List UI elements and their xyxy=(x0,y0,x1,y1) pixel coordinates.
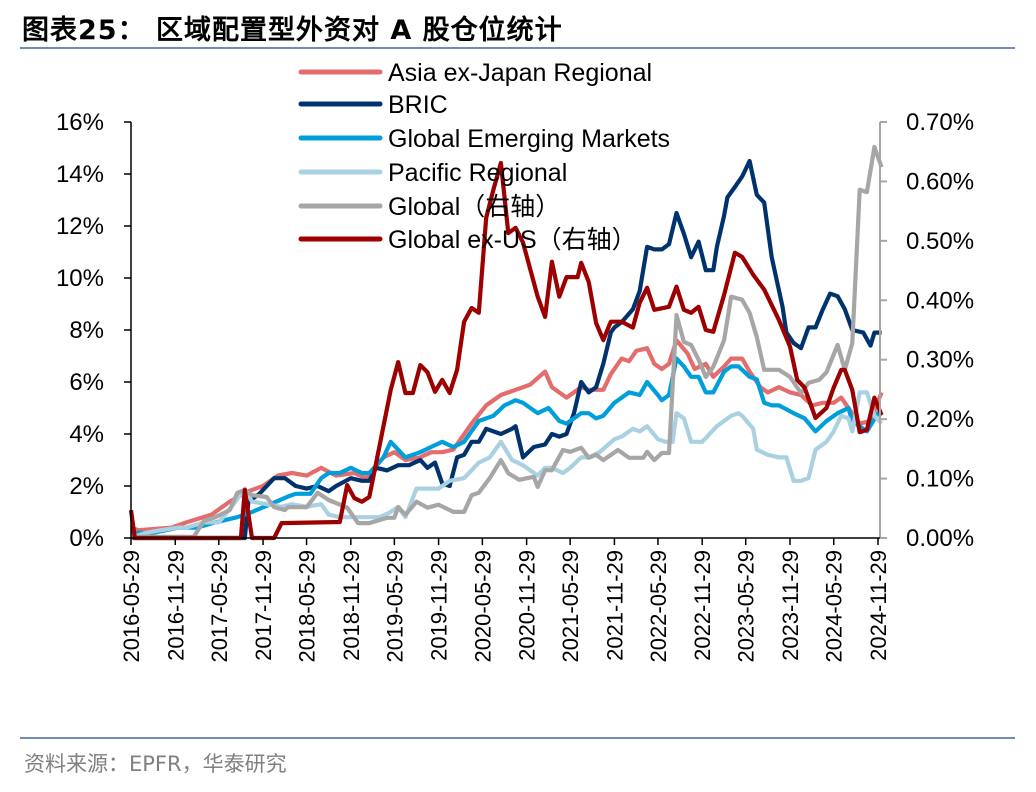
x-tick-label: 2023-05-29 xyxy=(734,550,759,663)
left-tick-label: 4% xyxy=(69,421,104,448)
right-tick-label: 0.20% xyxy=(906,406,974,433)
legend-label: Pacific Regional xyxy=(388,159,567,187)
left-tick-label: 0% xyxy=(69,525,104,552)
axes-layer: 0% 2% 4% 6% 8% 10% 12% 14% 16% 0.00% 0.10% 0.20% 0.3… xyxy=(56,109,974,663)
x-tick-label: 2020-05-29 xyxy=(470,550,495,663)
x-tick-label: 2022-05-29 xyxy=(646,550,671,663)
x-tick-label: 2018-05-29 xyxy=(295,550,320,663)
legend: Asia ex-Japan Regional BRIC Global Emergin… xyxy=(298,59,670,254)
series-line-global xyxy=(131,144,884,539)
series-layer xyxy=(128,144,884,541)
x-tick-label: 2019-11-29 xyxy=(427,550,452,661)
legend-label: BRIC xyxy=(388,91,448,119)
left-tick-label: 12% xyxy=(56,213,104,240)
left-tick-label: 14% xyxy=(56,161,104,188)
x-tick-label: 2021-05-29 xyxy=(558,550,583,663)
right-tick-label: 0.10% xyxy=(906,466,974,493)
right-tick-label: 0.40% xyxy=(906,287,974,314)
right-tick-label: 0.50% xyxy=(906,228,974,255)
x-tick-label: 2017-11-29 xyxy=(251,550,276,661)
left-tick-label: 16% xyxy=(56,109,104,136)
x-tick-label: 2016-11-29 xyxy=(163,550,188,661)
x-tick-label: 2016-05-29 xyxy=(119,550,144,663)
legend-label: Global（右轴） xyxy=(388,193,560,221)
x-tick-label: 2017-05-29 xyxy=(207,550,232,663)
source-note: 资料来源：EPFR，华泰研究 xyxy=(24,752,287,776)
left-tick-label: 8% xyxy=(69,317,104,344)
title-divider xyxy=(20,47,1015,49)
right-tick-label: 0.30% xyxy=(906,347,974,374)
x-tick-label: 2024-05-29 xyxy=(822,550,847,663)
x-tick-label: 2018-11-29 xyxy=(339,550,364,661)
figure-title: 图表25： 区域配置型外资对 A 股仓位统计 xyxy=(22,15,563,46)
left-tick-label: 10% xyxy=(56,265,104,292)
x-tick-label: 2023-11-29 xyxy=(778,550,803,661)
legend-label: Global ex-US（右轴） xyxy=(388,226,637,254)
source-divider xyxy=(20,737,1015,739)
x-tick-label: 2021-11-29 xyxy=(602,550,627,661)
legend-label: Asia ex-Japan Regional xyxy=(388,59,652,87)
x-tick-label: 2020-11-29 xyxy=(515,550,540,661)
left-tick-label: 2% xyxy=(69,473,104,500)
right-tick-label: 0.70% xyxy=(906,109,974,136)
x-tick-label: 2019-05-29 xyxy=(382,550,407,663)
x-tick-label: 2022-11-29 xyxy=(690,550,715,661)
series-line-global-ex-us xyxy=(128,160,884,541)
series-line-global-emerging-markets xyxy=(131,356,883,535)
legend-label: Global Emerging Markets xyxy=(388,125,670,153)
left-tick-label: 6% xyxy=(69,369,104,396)
right-tick-label: 0.60% xyxy=(906,168,974,195)
x-tick-label: 2024-11-29 xyxy=(866,550,891,661)
right-tick-label: 0.00% xyxy=(906,525,974,552)
